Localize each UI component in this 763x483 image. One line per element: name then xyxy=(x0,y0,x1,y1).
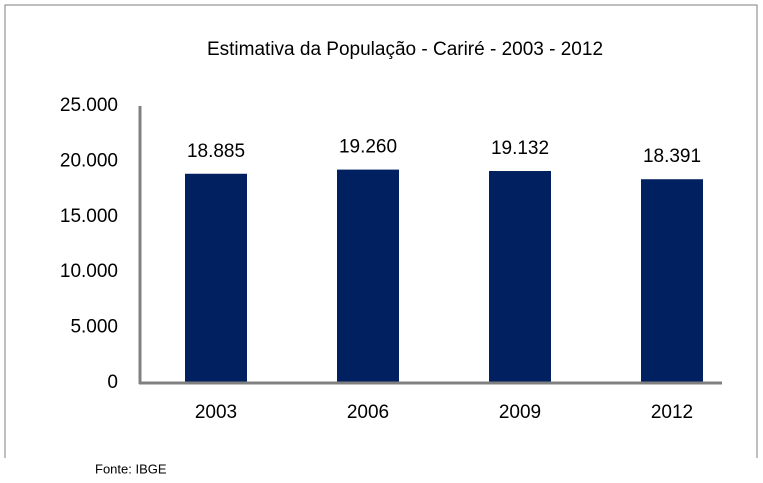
y-tick-label: 10.000 xyxy=(60,261,118,282)
y-tick-label: 15.000 xyxy=(60,206,118,227)
y-tick-label: 0 xyxy=(107,372,118,393)
bar xyxy=(185,173,247,383)
x-tick-label: 2006 xyxy=(347,402,389,423)
chart-title: Estimativa da População - Cariré - 2003 … xyxy=(207,39,603,60)
value-label: 19.132 xyxy=(491,138,549,159)
x-tick-label: 2012 xyxy=(651,402,693,423)
value-label: 18.885 xyxy=(187,141,245,162)
bar xyxy=(489,171,551,383)
y-tick-label: 5.000 xyxy=(70,317,118,338)
chart-border xyxy=(4,4,758,458)
value-label: 19.260 xyxy=(339,137,397,158)
y-tick-label: 25.000 xyxy=(60,95,118,116)
bar xyxy=(641,179,703,383)
bar xyxy=(337,169,399,383)
x-tick-label: 2009 xyxy=(499,402,541,423)
source-note: Fonte: IBGE xyxy=(95,461,167,476)
value-label: 18.391 xyxy=(643,146,701,167)
x-tick-label: 2003 xyxy=(195,402,237,423)
y-tick-label: 20.000 xyxy=(60,150,118,171)
